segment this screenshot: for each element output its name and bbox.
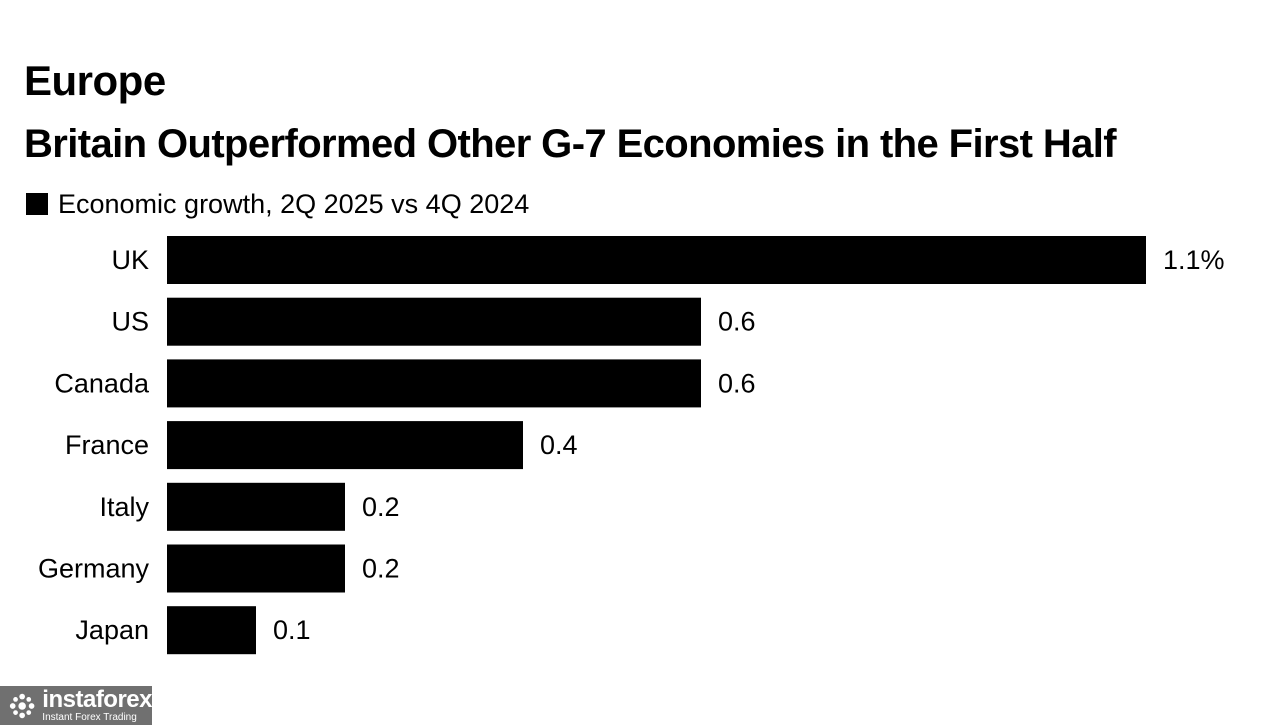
chart-title: Britain Outperformed Other G-7 Economies… [24,122,1117,166]
bar-italy [167,482,345,531]
bar-us [167,297,701,346]
value-label: 0.2 [362,492,400,522]
watermark-tagline: Instant Forex Trading [42,712,137,723]
value-label: 0.4 [540,430,578,460]
value-label: 0.2 [362,554,400,584]
legend: Economic growth, 2Q 2025 vs 4Q 2024 [26,188,529,220]
category-label: Germany [38,554,150,584]
category-label: Canada [54,368,150,398]
bar-france [167,421,523,470]
value-label: 0.1 [273,615,311,645]
category-label: Japan [75,615,149,645]
category-label: UK [111,245,149,275]
legend-swatch [26,193,48,215]
watermark-brand: instaforex [42,686,152,713]
bar-uk [167,236,1146,284]
category-label: Italy [99,492,149,522]
category-label: US [111,307,149,337]
value-label: 0.6 [718,307,756,337]
value-label: 0.6 [718,368,756,398]
watermark: instaforex Instant Forex Trading [0,686,152,725]
instaforex-logo-icon [9,693,35,718]
bar-germany [167,544,345,593]
category-label: France [65,430,149,460]
bar-canada [167,359,701,408]
section-kicker: Europe [24,57,166,104]
bar-japan [167,606,256,655]
legend-label: Economic growth, 2Q 2025 vs 4Q 2024 [58,189,530,219]
value-label: 1.1% [1163,245,1225,275]
